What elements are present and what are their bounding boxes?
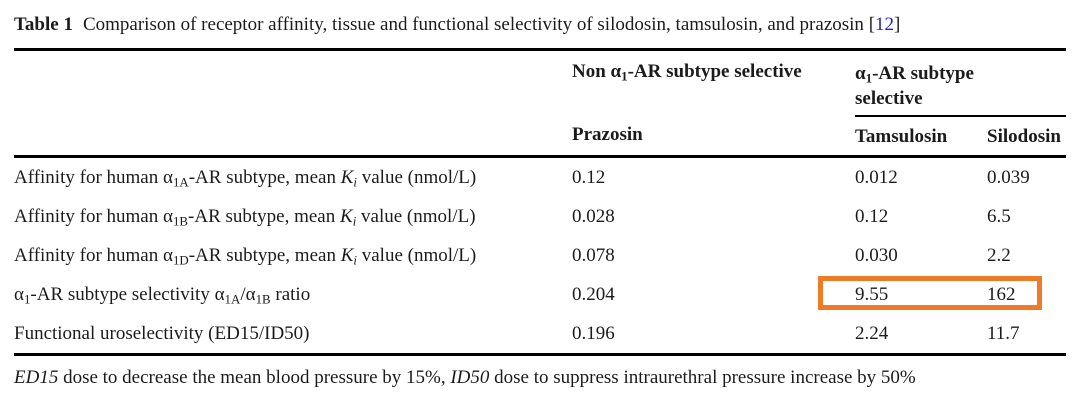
cell-tamsulosin: 0.12 (855, 205, 889, 227)
header-drug-row: Prazosin Tamsulosin Silodosin (14, 115, 1066, 155)
cell-tamsulosin: 0.030 (855, 244, 898, 266)
table-row: Affinity for human α1A-AR subtype, mean … (14, 158, 1066, 197)
row-label: α1-AR subtype selectivity α1A/α1B ratio (14, 283, 311, 307)
header-spacer (14, 115, 572, 155)
table-figure: Table 1 Comparison of receptor affinity, … (14, 0, 1066, 388)
header-selective-subgroup: Tamsulosin Silodosin (855, 115, 1066, 155)
cell-tamsulosin: 9.55 (855, 283, 889, 305)
table-row-highlighted: α1-AR subtype selectivity α1A/α1B ratio … (14, 275, 1066, 314)
header-group-selective: α1-AR subtype selective (855, 63, 974, 109)
cell-silodosin: 11.7 (987, 322, 1020, 344)
cell-silodosin: 162 (987, 283, 1016, 305)
header-tamsulosin: Tamsulosin (855, 126, 948, 147)
table-footnote: ED15 dose to decrease the mean blood pre… (14, 367, 916, 388)
header-spacer (14, 61, 572, 115)
cell-tamsulosin: 0.012 (855, 166, 898, 188)
table-header-rule (14, 155, 1066, 158)
cell-prazosin: 0.028 (572, 205, 615, 227)
table-row: Functional uroselectivity (ED15/ID50) 0.… (14, 314, 1066, 353)
citation-bracket-open: [ (868, 14, 876, 35)
table-body: Affinity for human α1A-AR subtype, mean … (14, 158, 1066, 353)
cell-tamsulosin: 2.24 (855, 322, 889, 344)
citation-bracket-close: ] (894, 14, 901, 35)
table-bottom-rule (14, 353, 1066, 356)
cell-prazosin: 0.078 (572, 244, 615, 266)
row-label: Affinity for human α1A-AR subtype, mean … (14, 166, 477, 190)
row-label: Affinity for human α1B-AR subtype, mean … (14, 205, 476, 229)
header-group-row: Non α1-AR subtype selective α1-AR subtyp… (14, 51, 1066, 115)
header-silodosin: Silodosin (987, 126, 1061, 147)
table-caption: Table 1 Comparison of receptor affinity, … (14, 0, 1066, 38)
citation-link[interactable]: 12 (875, 14, 895, 35)
row-label: Affinity for human α1D-AR subtype, mean … (14, 244, 477, 268)
table-number: Table 1 (14, 14, 73, 35)
cell-silodosin: 0.039 (987, 166, 1030, 188)
row-label: Functional uroselectivity (ED15/ID50) (14, 322, 310, 344)
cell-prazosin: 0.204 (572, 283, 615, 305)
cell-silodosin: 2.2 (987, 244, 1011, 266)
cell-silodosin: 6.5 (987, 205, 1011, 227)
table-row: Affinity for human α1B-AR subtype, mean … (14, 197, 1066, 236)
header-prazosin: Prazosin (572, 124, 643, 145)
table-top-rule (14, 48, 1066, 51)
table-row: Affinity for human α1D-AR subtype, mean … (14, 236, 1066, 275)
header-group-non-selective: Non α1-AR subtype selective (572, 61, 802, 84)
cell-prazosin: 0.12 (572, 166, 606, 188)
table-caption-text: Comparison of receptor affinity, tissue … (82, 14, 869, 35)
cell-prazosin: 0.196 (572, 322, 615, 344)
